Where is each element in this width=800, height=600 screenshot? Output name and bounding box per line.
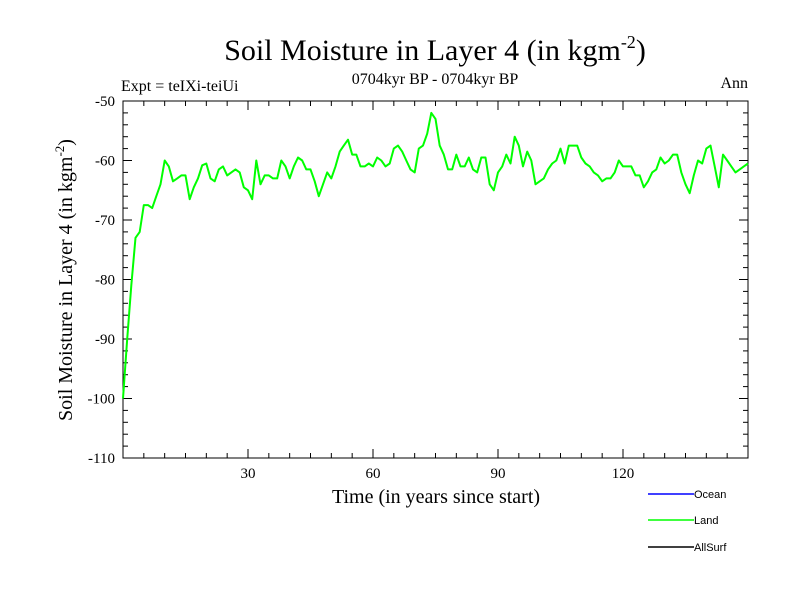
chart-subtitle: 0704kyr BP - 0704kyr BP (352, 71, 519, 88)
y-tick-label: -90 (95, 332, 115, 348)
expt-label: Expt = teIXi-teiUi (121, 78, 239, 95)
plot-border (122, 100, 749, 459)
y-axis-label-sup: -2 (52, 146, 67, 157)
y-tick-label: -50 (95, 94, 115, 110)
x-tick-label: 60 (366, 466, 381, 482)
y-tick-label: -110 (88, 451, 115, 467)
chart-title-suffix: ) (636, 34, 646, 67)
y-axis-label: Soil Moisture in Layer 4 (in kgm-2) (52, 139, 77, 421)
x-axis: 30 60 90 120 (143, 101, 728, 482)
y-axis-label-suffix: ) (55, 139, 77, 146)
x-tick-label: 120 (612, 466, 635, 482)
legend-label-land: Land (694, 515, 718, 527)
season-label: Ann (720, 75, 748, 92)
y-axis: -110 -100 -90 -80 -70 -60 -50 (88, 94, 748, 467)
x-tick-label: 30 (241, 466, 256, 482)
y-tick-label: -70 (95, 213, 115, 229)
plot-frame (122, 100, 749, 459)
series-layer (122, 111, 749, 399)
legend: Ocean Land AllSurf (648, 489, 727, 554)
chart-title: Soil Moisture in Layer 4 (in kgm-2) (224, 32, 646, 67)
series-line-land (122, 111, 749, 399)
y-tick-label: -60 (95, 154, 115, 170)
y-tick-label: -100 (88, 392, 116, 408)
legend-label-ocean: Ocean (694, 489, 726, 501)
x-axis-label: Time (in years since start) (332, 486, 540, 508)
chart-title-sup: -2 (621, 32, 636, 52)
x-tick-label: 90 (491, 466, 506, 482)
y-tick-label: -80 (95, 273, 115, 289)
legend-label-allsurf: AllSurf (694, 542, 727, 554)
